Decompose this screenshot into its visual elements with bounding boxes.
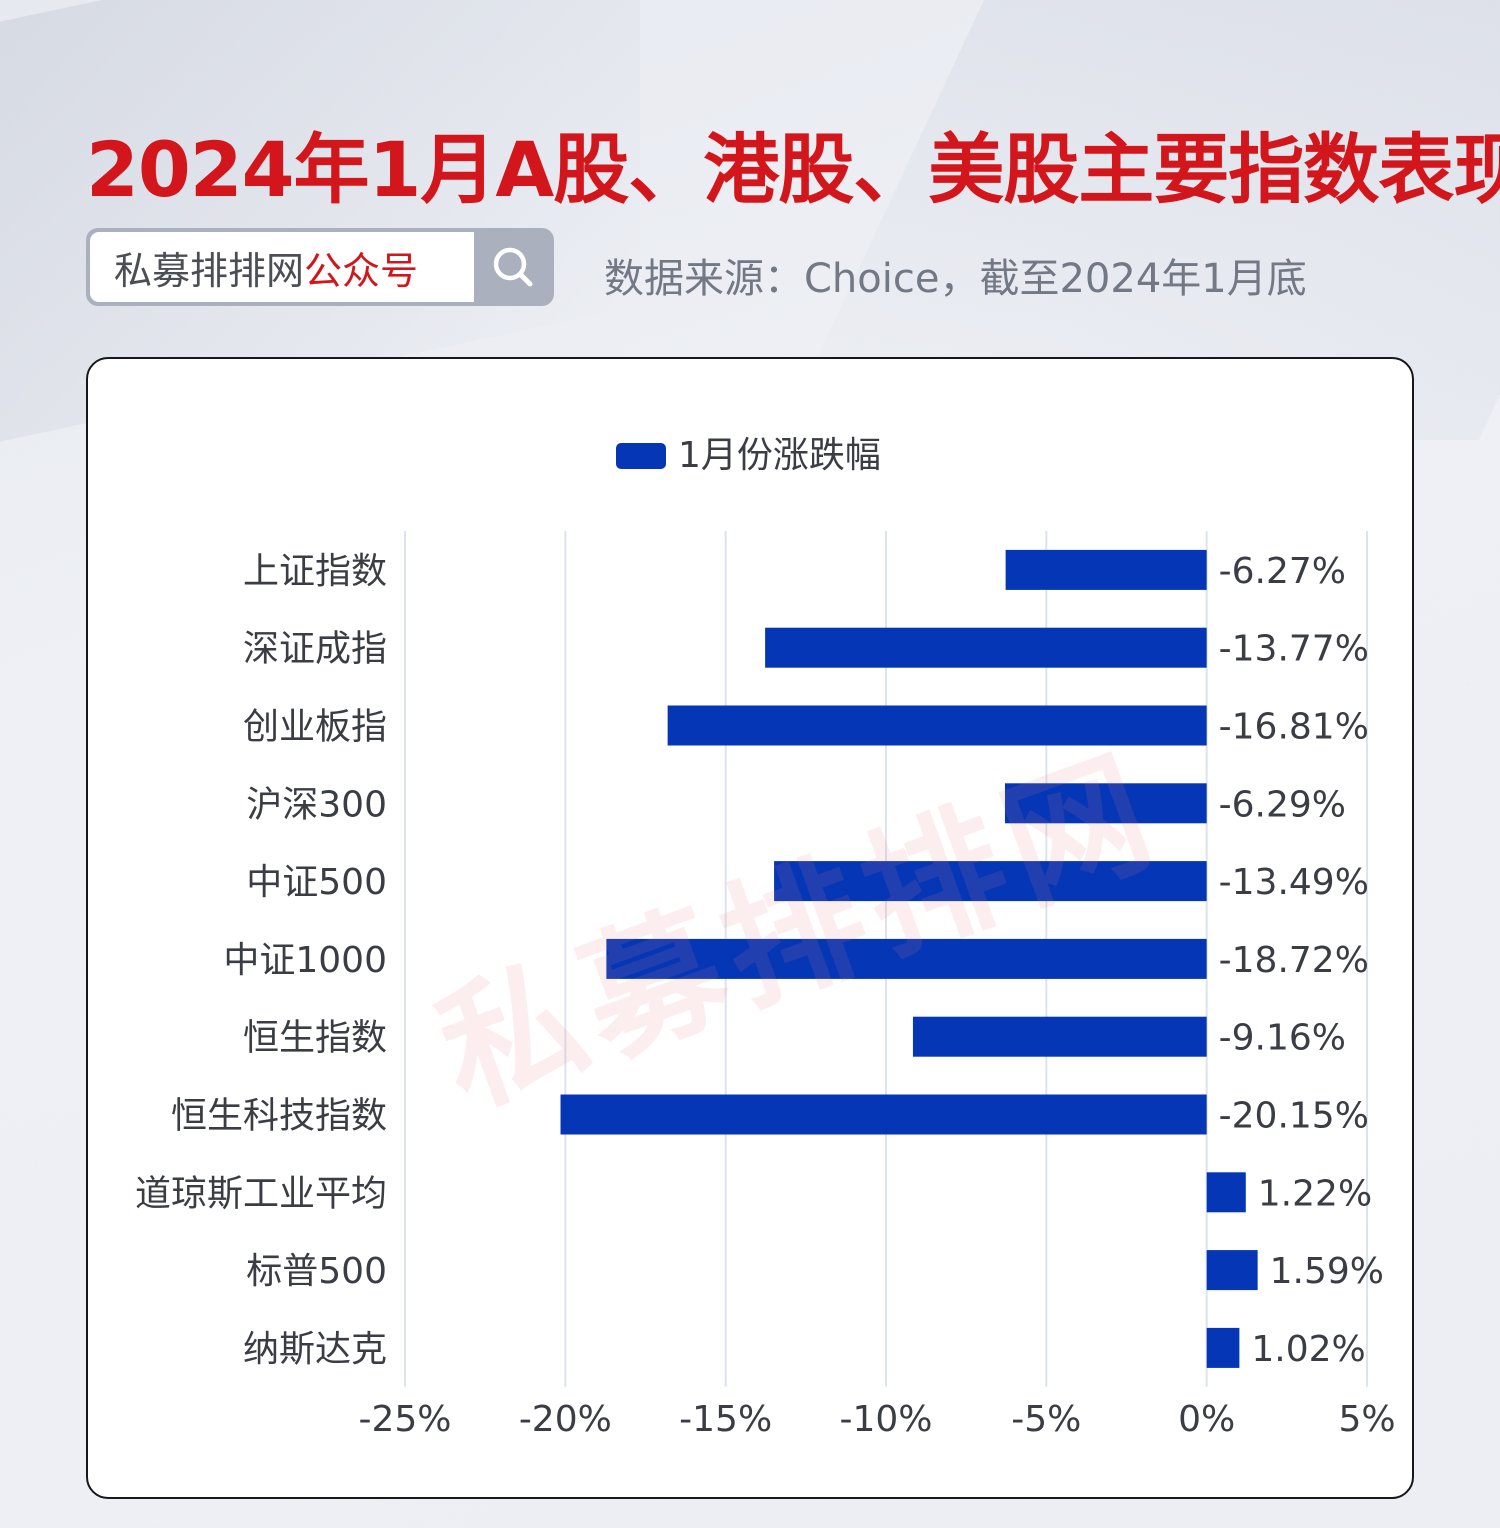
legend-swatch: [616, 443, 666, 469]
bar: [1004, 783, 1207, 824]
data-label: -9.16%: [1219, 1018, 1346, 1059]
search-label: 私募排排网: [114, 248, 305, 293]
bar: [560, 1094, 1207, 1135]
bar: [667, 705, 1207, 746]
chart-card: 1月份涨跌幅上证指数 -6.27% 深证成指 -13.77% 创业板指 -16.81% 沪深…: [86, 357, 1414, 1499]
data-label: -6.29%: [1219, 784, 1346, 825]
data-label: 1.59%: [1270, 1251, 1384, 1292]
x-tick-label: -15%: [679, 1399, 772, 1440]
category-label: 标普500: [246, 1251, 387, 1292]
data-label: 1.02%: [1251, 1329, 1365, 1370]
source-note: 数据来源：Choice，截至2024年1月底: [604, 256, 1307, 302]
category-label: 纳斯达克: [243, 1329, 387, 1370]
bar: [606, 938, 1207, 979]
search-field[interactable]: 私募排排网 公众号: [90, 232, 474, 302]
category-label: 中证500: [246, 862, 387, 903]
category-label: 恒生指数: [243, 1018, 387, 1059]
data-label: -16.81%: [1219, 707, 1369, 748]
search-icon[interactable]: [476, 232, 550, 302]
bar: [1206, 1250, 1258, 1291]
bar: [1206, 1172, 1246, 1213]
category-label: 深证成指: [243, 629, 387, 670]
category-label: 恒生科技指数: [171, 1096, 387, 1137]
category-label: 沪深300: [246, 784, 387, 825]
category-label: 创业板指: [243, 707, 387, 748]
x-tick-label: -5%: [1011, 1399, 1081, 1440]
x-tick-label: -20%: [519, 1399, 612, 1440]
bar: [912, 1016, 1207, 1057]
category-label: 道琼斯工业平均: [135, 1173, 387, 1214]
category-label: 中证1000: [223, 940, 387, 981]
x-tick-label: 0%: [1178, 1399, 1235, 1440]
data-label: -20.15%: [1219, 1096, 1369, 1137]
x-tick-label: -25%: [358, 1399, 451, 1440]
x-tick-label: 5%: [1338, 1399, 1395, 1440]
bar: [774, 861, 1207, 902]
category-label: 上证指数: [243, 551, 387, 592]
bar: [765, 627, 1207, 668]
x-tick-label: -10%: [839, 1399, 932, 1440]
search-label-highlight: 公众号: [304, 248, 419, 293]
data-label: -13.77%: [1219, 629, 1369, 670]
legend-label: 1月份涨跌幅: [678, 435, 881, 476]
data-label: -13.49%: [1219, 862, 1369, 903]
search-box[interactable]: 私募排排网 公众号: [86, 228, 554, 306]
data-label: -6.27%: [1219, 551, 1346, 592]
page-title: 2024年1月A股、港股、美股主要指数表现: [86, 125, 1500, 214]
data-label: -18.72%: [1219, 940, 1369, 981]
bar: [1005, 549, 1207, 590]
data-label: 1.22%: [1258, 1173, 1372, 1214]
bar: [1206, 1327, 1240, 1368]
